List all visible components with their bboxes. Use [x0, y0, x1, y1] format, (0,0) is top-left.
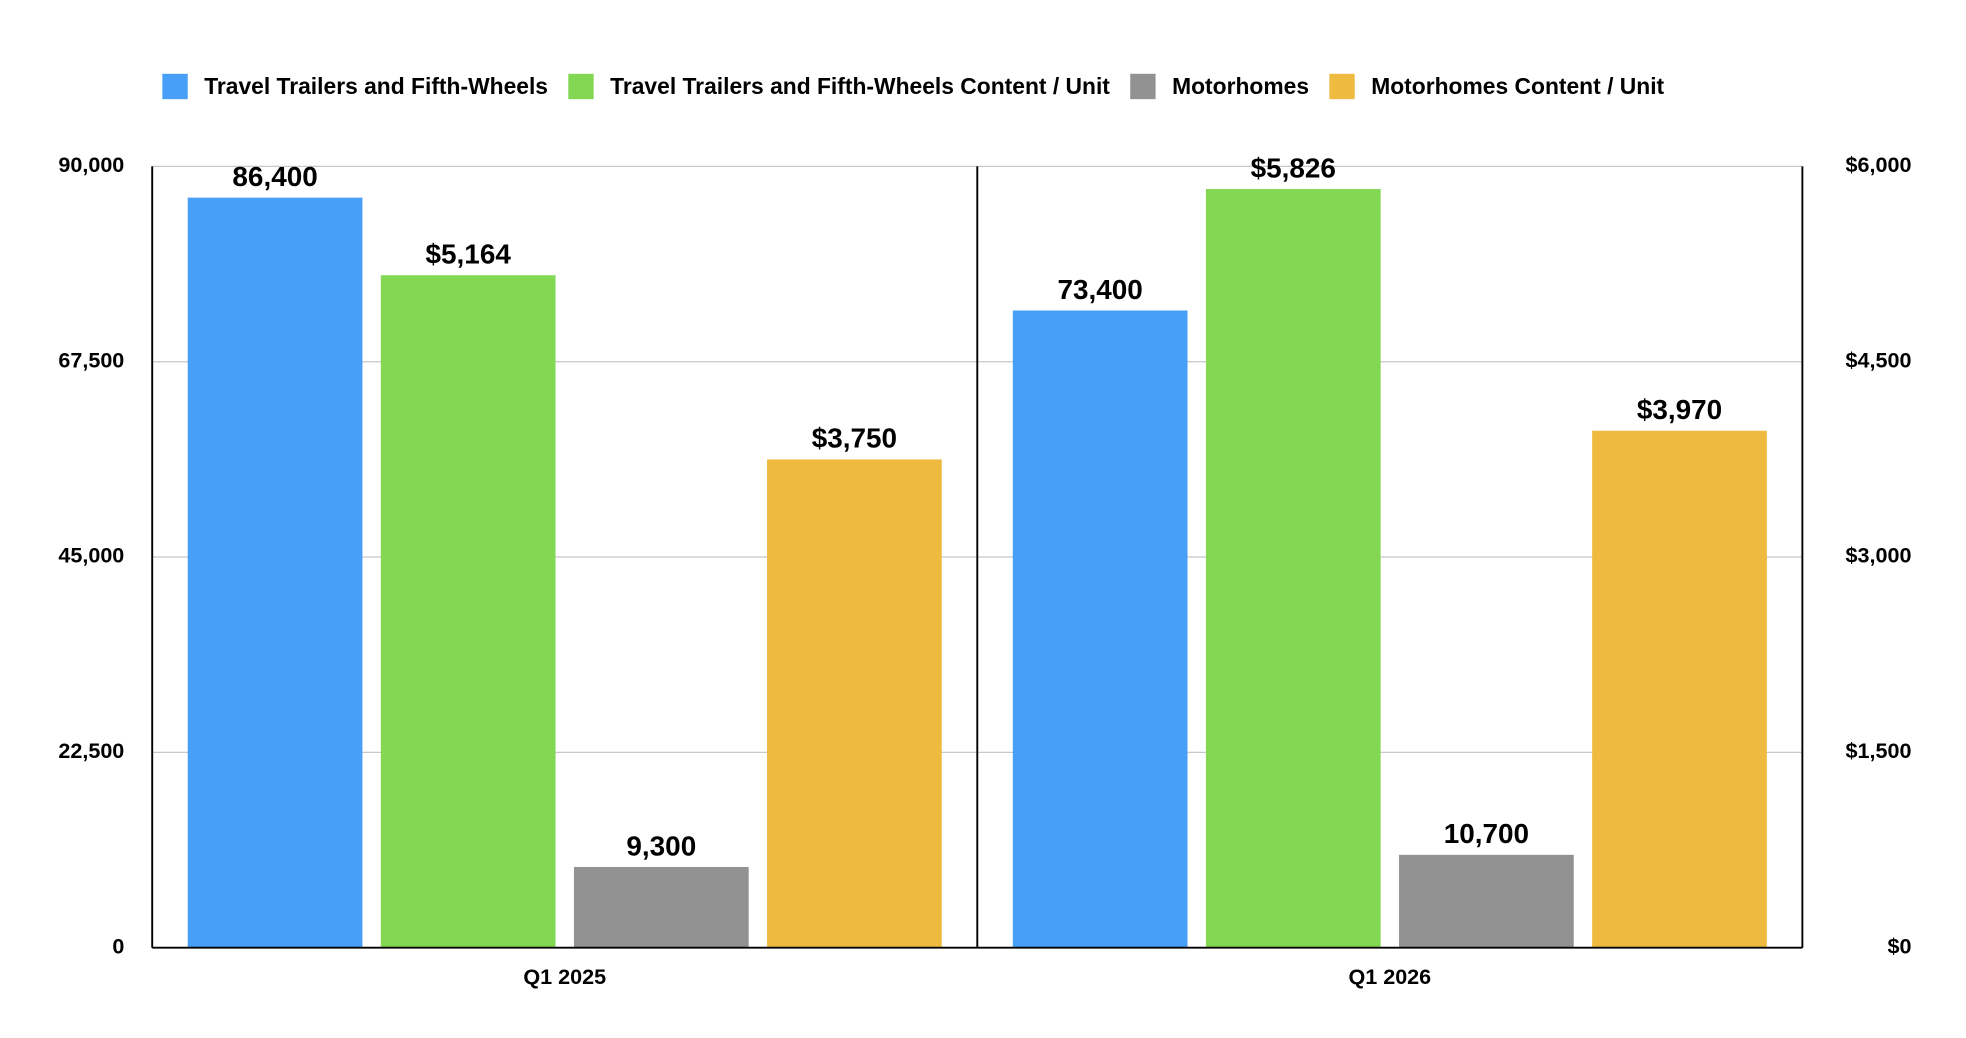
legend-label: Motorhomes Content / Unit — [1371, 73, 1664, 99]
y2-tick-label: $0 — [1887, 933, 1911, 958]
value-label: $3,750 — [812, 423, 897, 454]
bar — [1012, 310, 1188, 948]
legend-swatch — [162, 73, 188, 100]
bar — [573, 866, 749, 948]
value-label: $3,970 — [1637, 394, 1722, 425]
bar — [187, 197, 363, 948]
marks — [187, 189, 1767, 948]
legend-label: Motorhomes — [1172, 73, 1309, 99]
y-tick-label: 45,000 — [58, 543, 124, 568]
y2-tick-label: $6,000 — [1846, 152, 1912, 177]
legend-swatch — [568, 73, 594, 100]
y-tick-label: 0 — [112, 933, 124, 958]
bar — [767, 459, 942, 948]
value-label: 73,400 — [1058, 274, 1143, 305]
x-tick-label: Q1 2025 — [523, 964, 606, 989]
legend-label: Travel Trailers and Fifth-Wheels Content… — [610, 73, 1110, 99]
value-label: 10,700 — [1444, 818, 1529, 849]
legend-swatch — [1130, 73, 1156, 100]
y2-tick-label: $1,500 — [1846, 738, 1912, 763]
bar — [380, 275, 556, 948]
bar — [1399, 854, 1574, 948]
y2-tick-label: $4,500 — [1846, 347, 1912, 372]
x-tick-label: Q1 2026 — [1348, 964, 1431, 989]
value-label: 86,400 — [232, 161, 317, 192]
y-tick-label: 90,000 — [58, 152, 124, 177]
bar — [1205, 189, 1381, 948]
value-label: 9,300 — [626, 830, 696, 861]
value-label: $5,826 — [1251, 152, 1336, 183]
y-tick-label: 22,500 — [58, 738, 124, 763]
y-tick-label: 67,500 — [58, 347, 124, 372]
bar — [1592, 430, 1767, 948]
y2-tick-label: $3,000 — [1846, 543, 1912, 568]
legend-swatch — [1329, 73, 1355, 100]
legend-label: Travel Trailers and Fifth-Wheels — [204, 73, 548, 99]
value-label: $5,164 — [426, 239, 512, 270]
